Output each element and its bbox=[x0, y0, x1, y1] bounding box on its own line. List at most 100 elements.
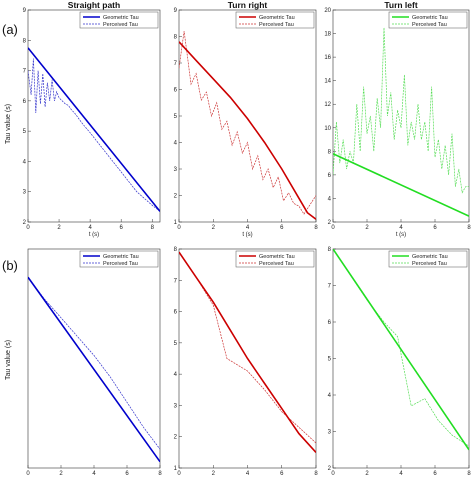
legend-label: Perceived Tau bbox=[412, 22, 447, 28]
legend-label: Perceived Tau bbox=[103, 261, 138, 267]
y-tick-label: 3 bbox=[174, 167, 178, 173]
x-tick-label: 0 bbox=[26, 471, 30, 477]
y-tick-label: 4 bbox=[174, 372, 178, 378]
series-group bbox=[179, 31, 316, 220]
y-tick-label: 9 bbox=[174, 8, 178, 14]
y-tick-label: 2 bbox=[328, 466, 332, 472]
legend-label: Perceived Tau bbox=[412, 261, 447, 267]
y-tick-label: 2 bbox=[328, 220, 332, 226]
series-group bbox=[28, 47, 160, 212]
y-tick-label: 3 bbox=[23, 190, 27, 196]
y-tick-label: 5 bbox=[174, 341, 178, 347]
y-tick-label: 4 bbox=[23, 159, 27, 165]
plot-frame bbox=[332, 9, 470, 223]
series-line-geometric-tau bbox=[179, 251, 316, 453]
x-tick-label: 0 bbox=[177, 225, 181, 231]
y-tick-label: 6 bbox=[23, 99, 27, 105]
x-tick-label: 6 bbox=[433, 471, 437, 477]
subplot-title: Turn right bbox=[228, 0, 268, 10]
x-tick-label: 4 bbox=[399, 225, 403, 231]
x-tick-label: 8 bbox=[467, 225, 471, 231]
plot-frame bbox=[27, 9, 161, 223]
x-tick-label: 6 bbox=[280, 225, 284, 231]
y-tick-label: 6 bbox=[328, 320, 332, 326]
y-tick-label: 8 bbox=[328, 149, 332, 155]
x-tick-label: 4 bbox=[399, 471, 403, 477]
y-tick-label: 2 bbox=[174, 435, 178, 441]
y-tick-label: 9 bbox=[23, 8, 27, 14]
y-tick-label: 7 bbox=[23, 69, 27, 75]
x-tick-label: 6 bbox=[433, 225, 437, 231]
x-tick-label: 2 bbox=[57, 225, 61, 231]
y-tick-label: 6 bbox=[328, 173, 332, 179]
x-tick-label: 4 bbox=[88, 225, 92, 231]
y-tick-label: 4 bbox=[328, 196, 332, 202]
x-tick-label: 8 bbox=[314, 471, 318, 477]
y-tick-label: 8 bbox=[328, 247, 332, 253]
y-tick-label: 3 bbox=[174, 403, 178, 409]
series-line-geometric-tau bbox=[28, 47, 160, 212]
x-tick-label: 4 bbox=[246, 471, 250, 477]
panel-label-a: (a) bbox=[2, 22, 18, 37]
series-line-geometric-tau bbox=[179, 41, 316, 220]
panel-label-b: (b) bbox=[2, 258, 18, 273]
subplot-title: Turn left bbox=[384, 0, 418, 10]
y-tick-label: 8 bbox=[23, 38, 27, 44]
y-tick-label: 18 bbox=[324, 32, 331, 38]
series-line-perceived-tau bbox=[28, 58, 160, 212]
x-tick-label: 6 bbox=[125, 471, 129, 477]
plot-frame bbox=[178, 9, 317, 223]
x-tick-label: 0 bbox=[331, 471, 335, 477]
series-line-geometric-tau bbox=[333, 249, 469, 451]
series-line-geometric-tau bbox=[333, 152, 469, 217]
legend-label: Perceived Tau bbox=[103, 22, 138, 28]
y-tick-label: 3 bbox=[328, 430, 332, 436]
y-tick-label: 5 bbox=[328, 357, 332, 363]
series-group bbox=[333, 249, 469, 451]
series-line-geometric-tau bbox=[28, 276, 160, 463]
y-tick-label: 8 bbox=[174, 247, 178, 253]
legend-label: Geometric Tau bbox=[412, 15, 448, 21]
x-tick-label: 2 bbox=[365, 471, 369, 477]
x-tick-label: 8 bbox=[314, 225, 318, 231]
x-tick-label: 0 bbox=[177, 471, 181, 477]
y-tick-label: 1 bbox=[174, 466, 178, 472]
y-tick-label: 6 bbox=[174, 310, 178, 316]
y-tick-label: 10 bbox=[324, 126, 331, 132]
legend-label: Geometric Tau bbox=[259, 254, 295, 260]
ylabel-row-a: Tau value (s) bbox=[5, 104, 12, 144]
y-tick-label: 12 bbox=[324, 102, 331, 108]
series-line-perceived-tau bbox=[179, 251, 316, 444]
x-tick-label: 6 bbox=[280, 471, 284, 477]
x-tick-label: 0 bbox=[26, 225, 30, 231]
y-tick-label: 8 bbox=[174, 35, 178, 41]
y-tick-label: 20 bbox=[324, 8, 331, 14]
x-tick-label: 2 bbox=[59, 471, 63, 477]
y-tick-label: 2 bbox=[23, 220, 27, 226]
x-tick-label: 8 bbox=[467, 471, 471, 477]
y-tick-label: 4 bbox=[328, 393, 332, 399]
legend-label: Perceived Tau bbox=[259, 22, 294, 28]
y-tick-label: 5 bbox=[174, 114, 178, 120]
legend-label: Geometric Tau bbox=[412, 254, 448, 260]
y-tick-label: 6 bbox=[174, 88, 178, 94]
x-tick-label: 8 bbox=[151, 225, 155, 231]
legend-label: Geometric Tau bbox=[259, 15, 295, 21]
series-group bbox=[333, 27, 469, 217]
y-tick-label: 7 bbox=[174, 278, 178, 284]
x-tick-label: 2 bbox=[212, 471, 216, 477]
x-tick-label: 4 bbox=[92, 471, 96, 477]
x-tick-label: 2 bbox=[365, 225, 369, 231]
y-tick-label: 7 bbox=[328, 284, 332, 290]
